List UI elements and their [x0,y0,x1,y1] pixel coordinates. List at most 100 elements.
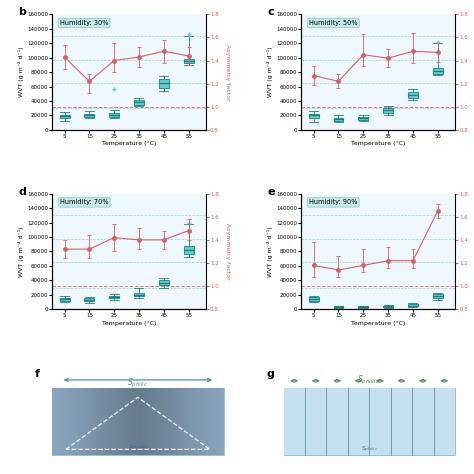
Text: g: g [266,369,274,379]
Text: $S_{philic}$: $S_{philic}$ [128,376,148,390]
Bar [408,91,418,98]
Bar [66,388,70,456]
Bar [144,388,147,456]
Bar [109,388,112,456]
Bar [183,388,187,456]
Bar [60,115,70,118]
Bar [146,388,150,456]
Bar [183,59,193,64]
Bar [138,388,141,456]
Bar [164,388,167,456]
Bar [107,388,109,456]
Bar [215,388,218,456]
Bar [61,388,64,456]
Bar [155,388,158,456]
Bar [169,388,173,456]
Bar [134,293,144,296]
X-axis label: Temperature (°C): Temperature (°C) [102,320,156,326]
Bar [64,388,67,456]
Bar [118,388,121,456]
Text: e: e [267,187,275,197]
X-axis label: Temperature (°C): Temperature (°C) [351,320,405,326]
Bar [204,388,207,456]
Bar [433,68,443,73]
Bar [55,388,58,456]
Text: Humidity: 70%: Humidity: 70% [60,200,109,205]
Bar [334,306,344,308]
Bar [112,388,115,456]
Y-axis label: WVT (g m⁻² d⁻¹): WVT (g m⁻² d⁻¹) [18,47,24,97]
Bar [132,388,136,456]
Text: b: b [18,7,26,17]
Bar [135,388,138,456]
Text: $S_{phobic}$: $S_{phobic}$ [357,374,382,387]
Bar [210,388,212,456]
Bar [158,388,161,456]
Bar [166,388,170,456]
Bar [221,388,224,456]
Bar [178,388,181,456]
Bar [358,117,368,120]
Bar [52,388,55,456]
Bar [186,388,190,456]
Bar [192,388,195,456]
Bar [92,388,95,456]
Y-axis label: WVT (g m⁻² d⁻¹): WVT (g m⁻² d⁻¹) [267,226,273,277]
Y-axis label: Asymmetry factor: Asymmetry factor [225,223,230,280]
Bar [78,388,81,456]
Bar [152,388,155,456]
Text: d: d [18,187,26,197]
Bar [127,388,129,456]
Bar [81,388,84,456]
Bar [383,306,393,307]
Bar [69,388,73,456]
Text: Humidity: 50%: Humidity: 50% [309,20,357,26]
Bar [109,296,119,299]
Bar [172,388,175,456]
Bar [161,388,164,456]
Bar [129,388,133,456]
Bar [141,388,144,456]
Text: f: f [35,369,40,379]
Bar [84,299,94,301]
Bar [98,388,101,456]
Y-axis label: Asymmetry factor: Asymmetry factor [225,44,230,100]
Bar [75,388,78,456]
Bar [60,298,70,301]
Bar [159,79,169,88]
Bar [201,388,204,456]
Bar [159,281,169,285]
X-axis label: Temperature (°C): Temperature (°C) [351,141,405,146]
Bar [207,388,210,456]
Bar [334,118,344,120]
Bar [195,388,198,456]
Bar [84,114,94,117]
Bar [100,388,104,456]
Bar [83,388,87,456]
Bar [124,388,127,456]
Bar [183,246,193,255]
Text: Humidity: 90%: Humidity: 90% [309,200,357,205]
Bar [358,306,368,308]
Bar [58,388,61,456]
Bar [218,388,221,456]
Bar [121,388,124,456]
Text: c: c [267,7,274,17]
Text: $S_{philic}$: $S_{philic}$ [361,444,378,455]
Bar [383,108,393,113]
Bar [104,388,107,456]
Y-axis label: WVT (g m⁻² d⁻¹): WVT (g m⁻² d⁻¹) [18,226,24,277]
Bar [283,388,455,456]
X-axis label: Temperature (°C): Temperature (°C) [102,141,156,146]
Text: $S_{phobic}$: $S_{phobic}$ [128,443,148,453]
Bar [198,388,201,456]
Bar [134,100,144,105]
Text: Humidity: 30%: Humidity: 30% [60,20,109,26]
FancyBboxPatch shape [283,388,455,456]
Bar [86,388,90,456]
Bar [309,297,319,301]
Bar [72,388,75,456]
Bar [175,388,178,456]
FancyBboxPatch shape [52,388,224,456]
Bar [212,388,215,456]
